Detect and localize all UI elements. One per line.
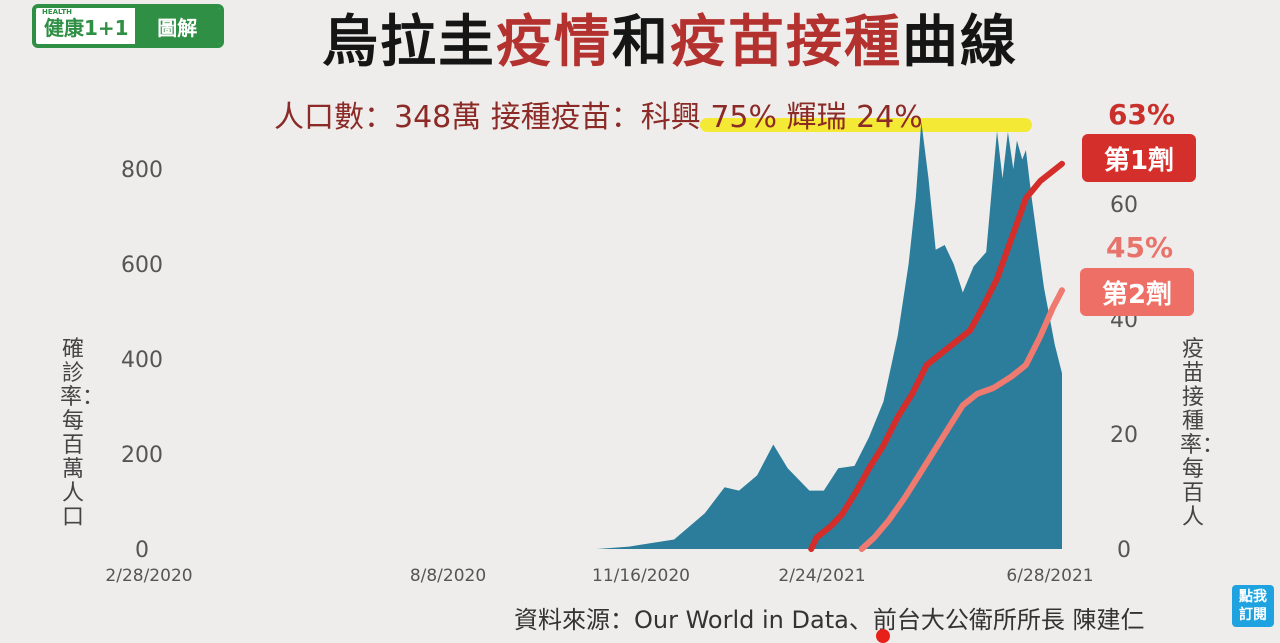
subscribe-line2: 訂閱 xyxy=(1239,607,1267,623)
logo-brand: 健康1+1 xyxy=(44,15,129,40)
x-tick-label: 6/28/2021 xyxy=(1006,566,1093,586)
left-tick-label: 800 xyxy=(121,158,163,183)
subscribe-button[interactable]: 點我 訂閱 xyxy=(1232,585,1274,627)
right-tick-label: 20 xyxy=(1110,423,1138,448)
title-part-4: 曲線 xyxy=(902,9,1018,75)
dose2-line xyxy=(858,287,1065,552)
title-part-0: 烏拉圭 xyxy=(322,9,496,75)
dose2-label: 第2劑 xyxy=(1080,268,1194,316)
right-tick-label: 60 xyxy=(1110,193,1138,218)
logo-sub: 圖解 xyxy=(134,8,220,44)
right-axis-label: 疫苗接種率：每百人 xyxy=(1180,337,1225,530)
page-subtitle: 人口數：348萬 接種疫苗：科興 75% 輝瑞 24% xyxy=(274,100,923,135)
dose1-percent: 63% xyxy=(1108,98,1176,131)
left-tick-label: 400 xyxy=(121,348,163,373)
page-title: 烏拉圭 疫情和疫苗接種 曲線 xyxy=(230,0,1110,75)
dose2-percent: 45% xyxy=(1106,231,1174,264)
left-tick-label: 200 xyxy=(121,443,163,468)
brand-logo[interactable]: HEALTH 健康1+1 圖解 xyxy=(32,4,224,48)
progress-dot[interactable] xyxy=(876,629,890,643)
vaccine-highlight xyxy=(700,118,1032,132)
x-tick-label: 2/24/2021 xyxy=(778,566,865,586)
data-source: 資料來源：Our World in Data、前台大公衛所所長 陳建仁 xyxy=(514,606,1145,634)
x-tick-label: 2/28/2020 xyxy=(105,566,192,586)
x-tick-label: 8/8/2020 xyxy=(410,566,486,586)
left-tick-label: 600 xyxy=(121,253,163,278)
subscribe-line1: 點我 xyxy=(1239,589,1267,605)
title-part-3: 疫苗接種 xyxy=(670,9,902,75)
title-part-2: 和 xyxy=(612,9,670,75)
dose1-label: 第1劑 xyxy=(1082,134,1196,182)
x-tick-label: 11/16/2020 xyxy=(592,566,690,586)
title-part-1: 疫情 xyxy=(496,9,612,75)
cases-area xyxy=(596,121,1062,549)
left-axis-label: 確診率：每百萬人口 xyxy=(60,337,105,530)
right-tick-label: 0 xyxy=(1117,538,1131,563)
dose1-line xyxy=(808,160,1065,552)
left-tick-label: 0 xyxy=(135,538,149,563)
logo-tag: HEALTH xyxy=(42,8,72,16)
